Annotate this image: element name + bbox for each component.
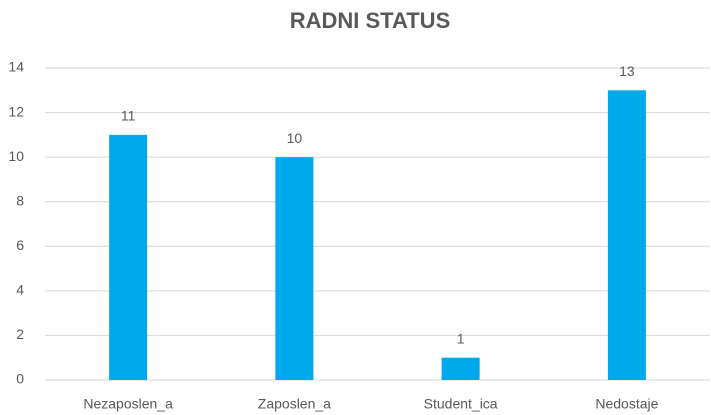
y-tick-label: 8: [16, 192, 24, 208]
data-label: 13: [619, 63, 635, 79]
y-tick-label: 12: [8, 103, 24, 119]
y-tick-label: 6: [16, 237, 24, 253]
y-tick-label: 2: [16, 326, 24, 342]
y-tick-label: 10: [8, 148, 24, 164]
x-tick-label: Nezaposlen_a: [83, 396, 173, 412]
y-tick-label: 0: [16, 371, 24, 387]
bar: [109, 134, 148, 380]
bar: [275, 157, 314, 380]
data-label: 11: [121, 108, 136, 124]
y-tick-label: 14: [8, 59, 24, 75]
y-tick-label: 4: [16, 282, 24, 298]
data-label: 1: [457, 330, 465, 346]
chart-title: RADNI STATUS: [290, 8, 451, 33]
bar: [607, 90, 646, 381]
x-tick-label: Zaposlen_a: [258, 396, 331, 412]
x-tick-label: Nedostaje: [595, 396, 658, 412]
bar: [441, 357, 480, 380]
data-label: 10: [287, 130, 303, 146]
x-tick-label: Student_ica: [424, 396, 498, 412]
